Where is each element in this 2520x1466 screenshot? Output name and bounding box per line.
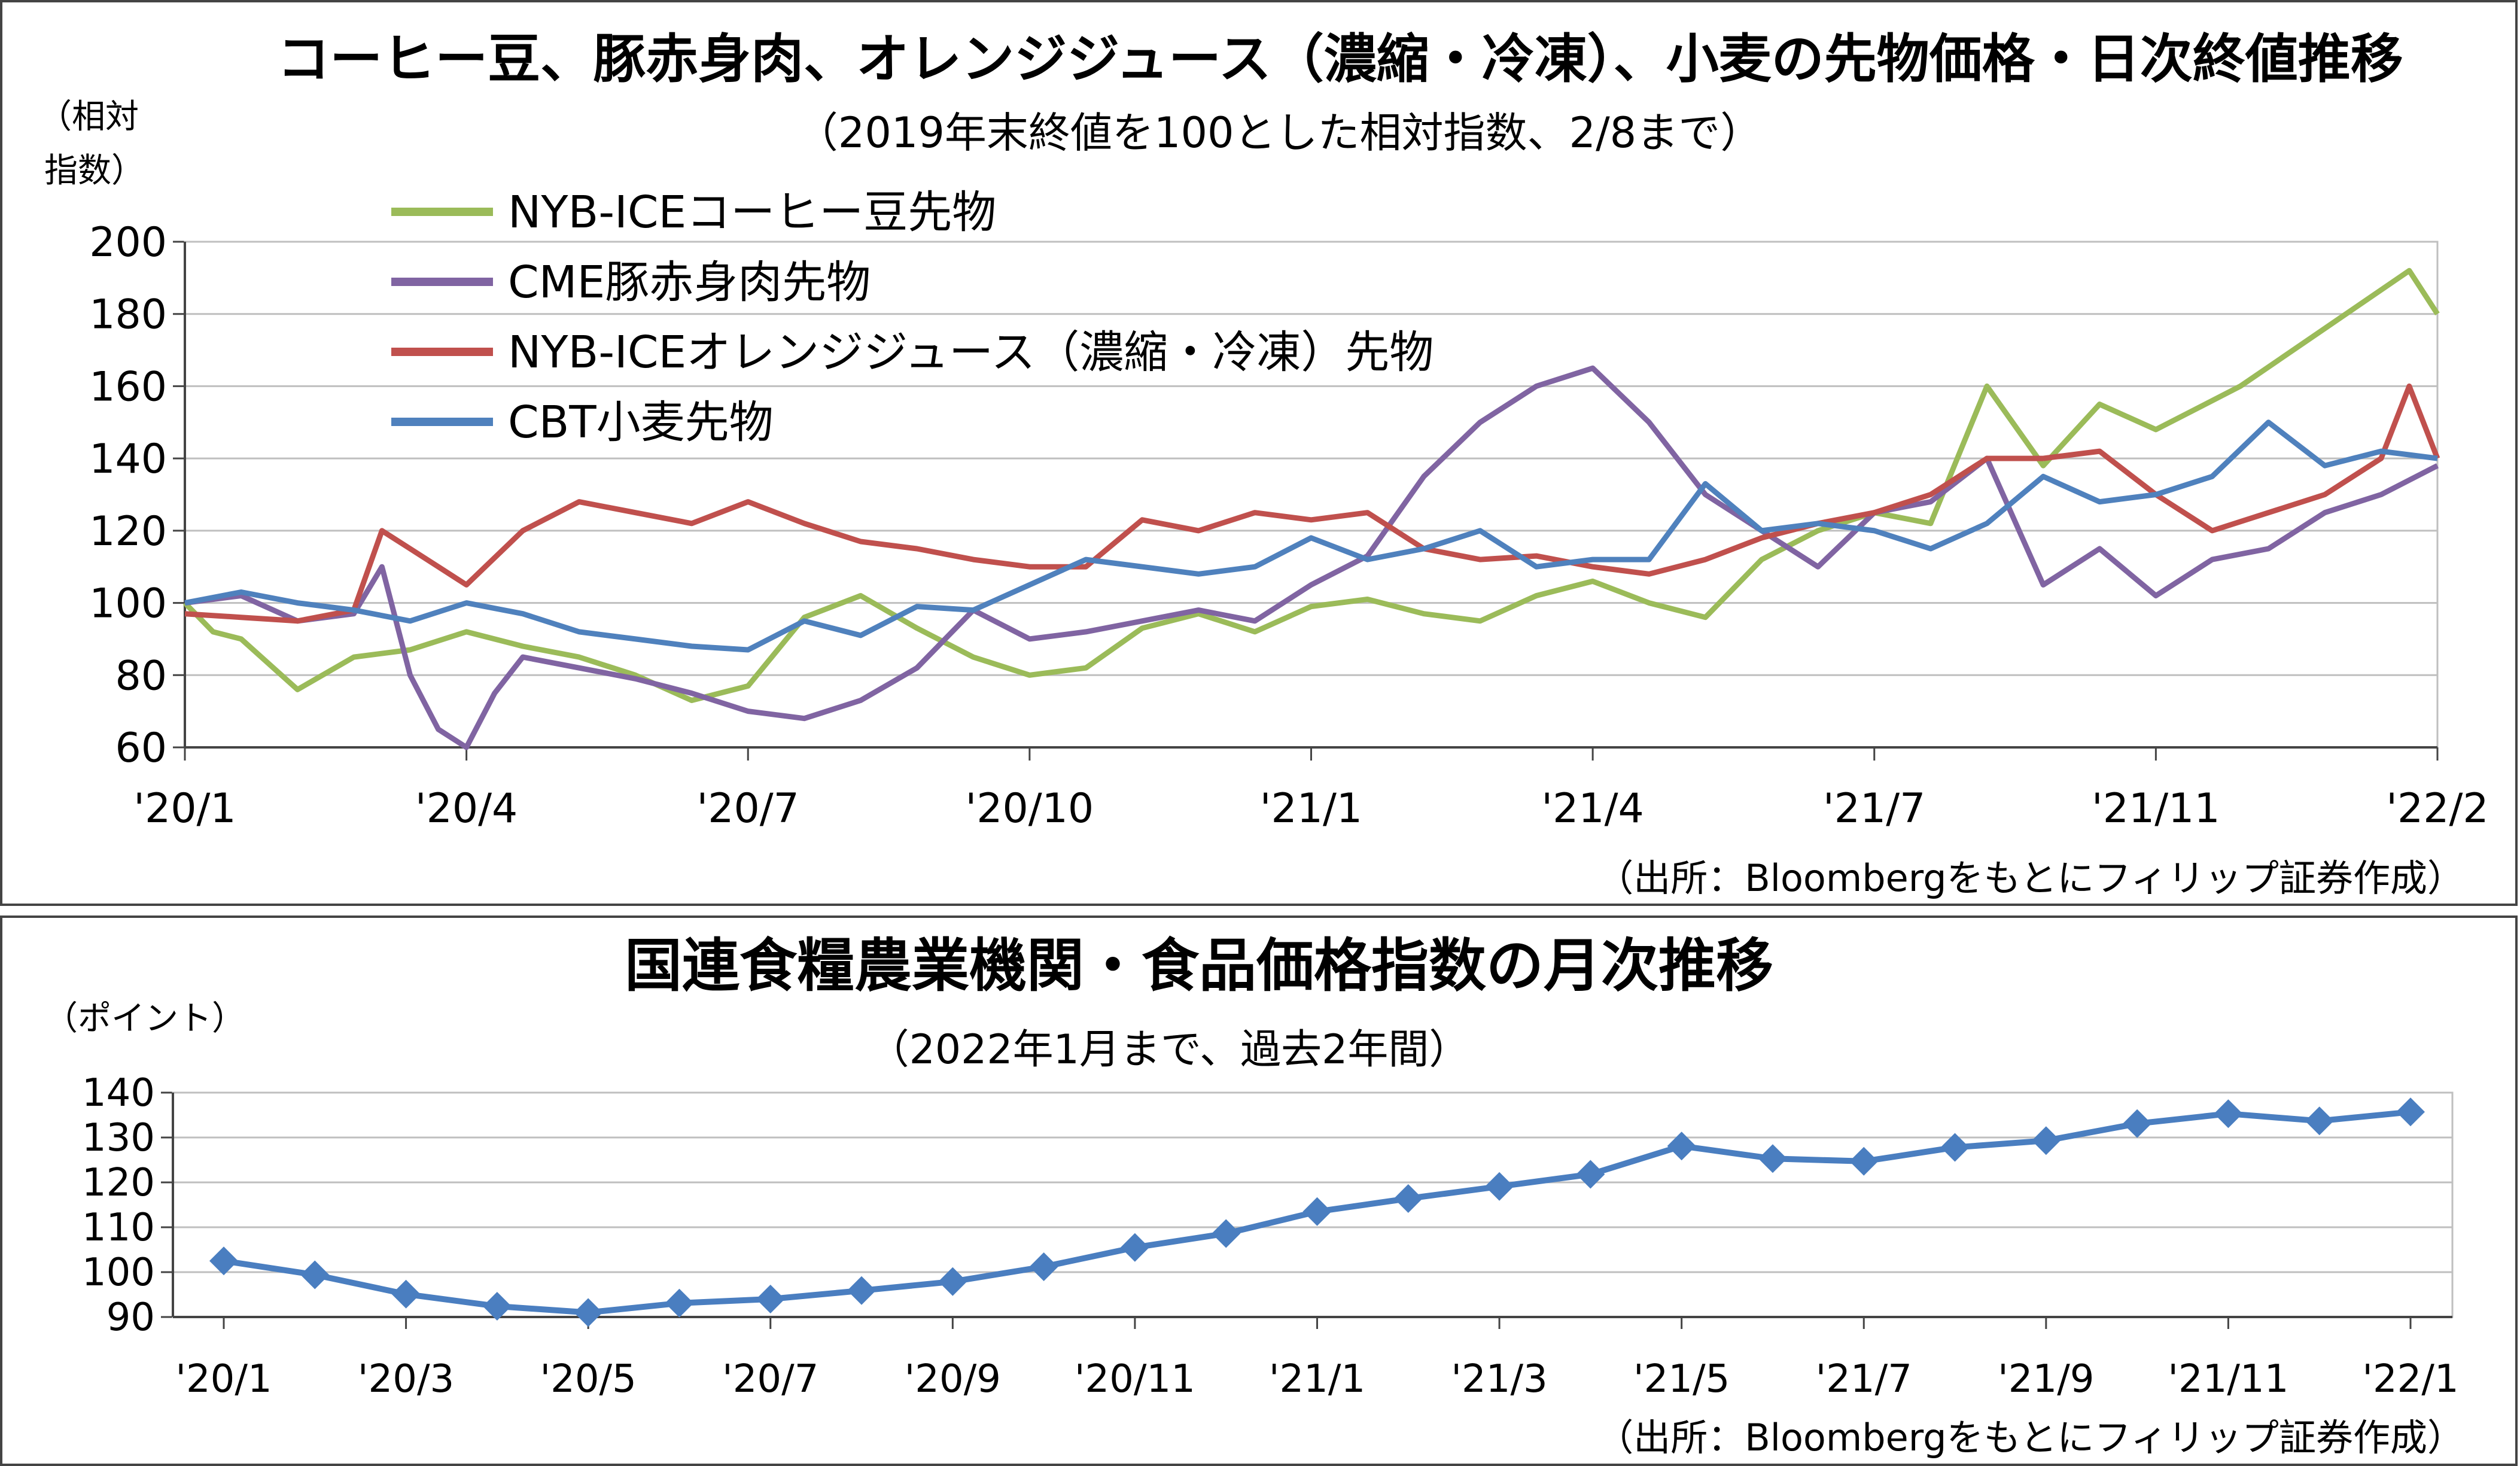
y-axis-label-line2: 指数） — [44, 151, 145, 190]
x-tick-labels: '20/1 '20/4 '20/7 '20/10 '21/1 '21/4 '21/7 '21/… — [133, 747, 2489, 832]
plot-border — [184, 241, 2439, 749]
legend-label: NYB-ICEコーヒー豆先物 — [508, 187, 996, 238]
data-point-marker — [300, 1260, 330, 1289]
series-lines — [182, 267, 2440, 750]
y-tick-label: 90 — [106, 1295, 155, 1340]
data-point-marker — [1576, 1160, 1605, 1189]
data-point-marker — [2123, 1109, 2152, 1138]
data-point-marker — [209, 1246, 238, 1276]
chart-subtitle: （2022年1月まで、過去2年間） — [869, 1026, 1470, 1073]
y-tick-label: 160 — [89, 363, 167, 410]
series-line-0 — [182, 267, 2440, 703]
y-tick-label: 130 — [82, 1116, 155, 1160]
y-tick-label: 110 — [82, 1206, 155, 1250]
x-tick-label: '21/7 — [1823, 785, 1925, 832]
data-point-marker — [1849, 1146, 1879, 1176]
x-tick-label: '20/10 — [966, 785, 1094, 832]
x-tick-label: '20/4 — [415, 785, 518, 832]
y-tick-labels: 60 80 100 120 140 160 180 200 — [89, 219, 167, 772]
data-point-marker — [1393, 1184, 1423, 1213]
y-tick-label: 100 — [82, 1251, 155, 1295]
data-point-marker — [1212, 1219, 1241, 1248]
x-tick-label: '21/11 — [2092, 785, 2220, 832]
y-tick-label: 140 — [82, 1071, 155, 1115]
y-tick-label: 120 — [82, 1161, 155, 1205]
data-point-marker — [1758, 1144, 1787, 1173]
data-point-marker — [482, 1292, 512, 1321]
data-point-marker — [1667, 1132, 1696, 1161]
x-tick-labels: '20/1 '20/3 '20/5 '20/7 '20/9 '20/11 '21/1 '21/… — [175, 1317, 2459, 1401]
x-tick-label: '21/9 — [1998, 1357, 2094, 1401]
data-point-marker — [391, 1279, 421, 1309]
data-point-marker — [1302, 1197, 1332, 1226]
data-point-marker — [847, 1276, 876, 1305]
x-tick-label: '21/3 — [1451, 1357, 1547, 1401]
x-tick-label: '21/4 — [1541, 785, 1644, 832]
commodity-futures-chart: コーヒー豆、豚赤身肉、オレンジジュース（濃縮・冷凍）、小麦の先物価格・日次終値推… — [38, 28, 2489, 900]
y-axis-label-line1: （相対 — [38, 98, 139, 136]
series-line — [209, 1097, 2425, 1327]
series-line-2 — [184, 383, 2440, 624]
x-tick-label: '21/5 — [1633, 1357, 1730, 1401]
x-tick-label: '20/5 — [540, 1357, 637, 1401]
legend-label: CBT小麦先物 — [508, 397, 774, 448]
series-line-3 — [184, 419, 2438, 653]
y-tick-label: 120 — [89, 508, 167, 555]
data-point-marker — [2305, 1106, 2334, 1136]
y-tick-label: 80 — [115, 652, 167, 699]
x-tick-label: '20/1 — [175, 1357, 272, 1401]
plot-grid — [173, 241, 2439, 749]
fao-food-price-chart: 国連食糧農業機関・食品価格指数の月次推移 （2022年1月まで、過去2年間） （… — [44, 932, 2464, 1459]
data-point-marker — [2214, 1099, 2243, 1129]
x-tick-label: '20/1 — [133, 785, 236, 832]
commodity-futures-panel: コーヒー豆、豚赤身肉、オレンジジュース（濃縮・冷凍）、小麦の先物価格・日次終値推… — [0, 0, 2518, 906]
y-tick-label: 200 — [89, 219, 167, 266]
x-tick-label: '20/7 — [722, 1357, 818, 1401]
x-tick-label: '20/9 — [905, 1357, 1001, 1401]
y-tick-label: 140 — [89, 436, 167, 483]
x-tick-label: '21/1 — [1269, 1357, 1365, 1401]
data-point-marker — [1120, 1233, 1149, 1262]
x-tick-label: '20/7 — [697, 785, 799, 832]
data-point-marker — [2396, 1097, 2425, 1127]
data-point-marker — [1485, 1172, 1514, 1201]
data-point-marker — [665, 1288, 694, 1318]
source-note: （出所：Bloombergをもとにフィリップ証券作成） — [1596, 856, 2464, 900]
data-point-marker — [756, 1285, 785, 1313]
data-point-marker — [2031, 1126, 2061, 1155]
x-tick-label: '22/2 — [2386, 785, 2488, 832]
data-point-marker — [1029, 1252, 1058, 1281]
legend: NYB-ICEコーヒー豆先物 CME豚赤身肉先物 NYB-ICEオレンジジュース（濃… — [391, 187, 1434, 448]
legend-label: CME豚赤身肉先物 — [508, 257, 871, 308]
chart-title: 国連食糧農業機関・食品価格指数の月次推移 — [625, 932, 1773, 999]
chart-subtitle: （2019年末終値を100とした相対指数、2/8まで） — [796, 108, 1762, 157]
source-note: （出所：Bloombergをもとにフィリップ証券作成） — [1596, 1416, 2464, 1459]
chart-title: コーヒー豆、豚赤身肉、オレンジジュース（濃縮・冷凍）、小麦の先物価格・日次終値推… — [277, 28, 2403, 90]
y-tick-label: 60 — [115, 725, 167, 772]
y-tick-label: 180 — [89, 291, 167, 339]
fao-food-price-panel: 国連食糧農業機関・食品価格指数の月次推移 （2022年1月まで、過去2年間） （… — [0, 916, 2518, 1466]
x-tick-label: '20/11 — [1075, 1357, 1195, 1401]
x-tick-label: '21/7 — [1816, 1357, 1912, 1401]
y-tick-label: 100 — [89, 580, 167, 628]
x-tick-label: '20/3 — [358, 1357, 454, 1401]
x-tick-label: '22/1 — [2362, 1357, 2458, 1401]
data-point-marker — [938, 1267, 967, 1296]
x-tick-label: '21/1 — [1260, 785, 1362, 832]
data-point-marker — [574, 1298, 603, 1327]
legend-label: NYB-ICEオレンジジュース（濃縮・冷凍）先物 — [508, 327, 1434, 378]
series-line-1 — [184, 365, 2439, 750]
y-axis-label: （ポイント） — [44, 999, 245, 1038]
x-tick-label: '21/11 — [2168, 1357, 2288, 1401]
data-point-marker — [1940, 1133, 1970, 1162]
